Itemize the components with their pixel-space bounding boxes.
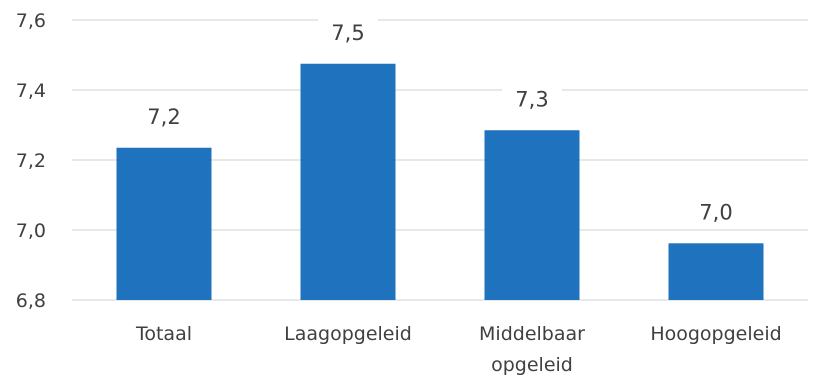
data-label: 7,2 bbox=[147, 105, 180, 129]
x-category-label: Totaal bbox=[135, 323, 192, 345]
y-axis-tick-labels: 6,8 7,0 7,2 7,4 7,6 bbox=[16, 10, 46, 312]
x-category-label: Middelbaar bbox=[479, 323, 585, 345]
data-label-background bbox=[502, 83, 562, 116]
y-tick-label: 6,8 bbox=[16, 290, 46, 312]
x-category-label: Hoogopgeleid bbox=[650, 323, 781, 345]
data-label-background bbox=[686, 196, 746, 229]
x-category-label: opgeleid bbox=[491, 354, 573, 376]
x-axis-category-labels: Totaal Laagopgeleid Middelbaar opgeleid Hoog… bbox=[135, 323, 782, 376]
bar bbox=[116, 147, 212, 300]
y-tick-label: 7,6 bbox=[16, 10, 46, 32]
bar bbox=[484, 130, 580, 300]
bars bbox=[116, 63, 764, 300]
data-label: 7,3 bbox=[515, 87, 548, 111]
x-category-label: Laagopgeleid bbox=[284, 323, 412, 345]
data-label: 7,0 bbox=[699, 200, 732, 224]
bar bbox=[668, 243, 764, 300]
data-label-background bbox=[134, 100, 194, 133]
data-labels: 7,2 7,5 7,3 7,0 bbox=[134, 16, 746, 229]
data-label-background bbox=[318, 16, 378, 49]
data-label: 7,5 bbox=[331, 21, 364, 45]
y-tick-label: 7,0 bbox=[16, 220, 46, 242]
y-tick-label: 7,4 bbox=[16, 80, 46, 102]
bar bbox=[300, 63, 396, 300]
y-tick-label: 7,2 bbox=[16, 150, 46, 172]
